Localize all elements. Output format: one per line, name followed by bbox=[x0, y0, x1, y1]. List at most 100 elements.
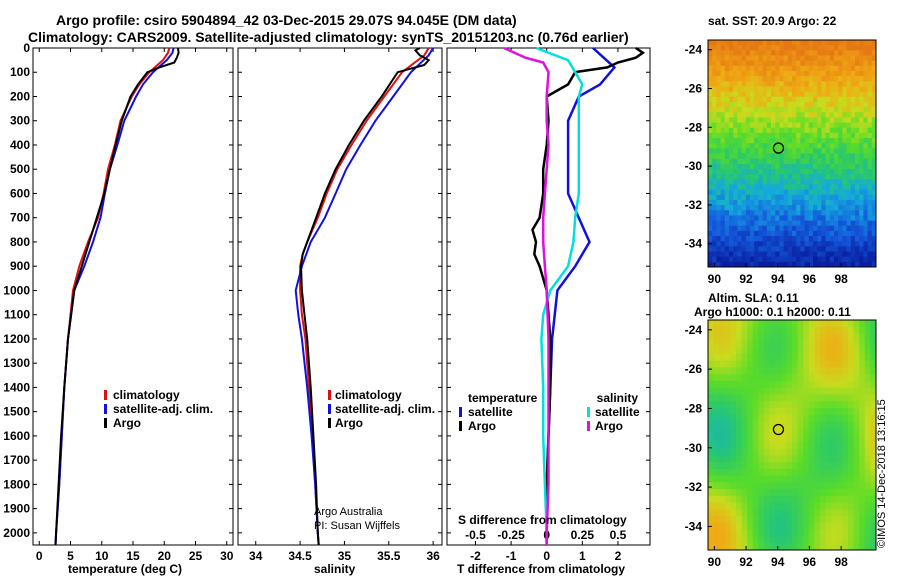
map-cell bbox=[867, 153, 873, 160]
depth-tick-label: 1600 bbox=[3, 429, 30, 443]
map-cell bbox=[808, 153, 814, 160]
map-cell bbox=[713, 374, 720, 382]
map-cell bbox=[771, 174, 776, 180]
map-cell bbox=[834, 189, 839, 196]
map-cell bbox=[754, 205, 759, 211]
map-cell bbox=[752, 401, 759, 409]
map-cell bbox=[769, 394, 776, 402]
map-cell bbox=[853, 360, 860, 368]
map-cell bbox=[846, 55, 852, 62]
map-cell bbox=[736, 387, 742, 395]
map-cell bbox=[750, 45, 755, 51]
map-cell bbox=[850, 45, 856, 51]
map-cell bbox=[864, 502, 871, 510]
map-cell bbox=[797, 347, 804, 355]
map-cell bbox=[831, 475, 838, 483]
map-cell bbox=[804, 184, 810, 191]
map-cell bbox=[836, 394, 843, 402]
map-cell bbox=[764, 455, 770, 463]
map-cell bbox=[855, 199, 860, 206]
map-cell bbox=[814, 320, 821, 328]
map-cell bbox=[720, 215, 726, 221]
map-cell bbox=[708, 40, 713, 46]
map-cell bbox=[834, 230, 839, 237]
map-cell bbox=[804, 117, 810, 123]
map-cell bbox=[783, 251, 789, 258]
map-cell bbox=[800, 96, 805, 103]
map-cell bbox=[724, 353, 731, 361]
map-cell bbox=[800, 138, 805, 144]
map-cell bbox=[741, 333, 748, 341]
map-cell bbox=[747, 360, 754, 368]
map-cell bbox=[733, 81, 738, 87]
map-cell bbox=[708, 246, 713, 252]
map-cell bbox=[817, 153, 822, 160]
map-cell bbox=[769, 516, 776, 524]
map-cell bbox=[834, 205, 839, 211]
map-cell bbox=[796, 256, 801, 263]
map-cell bbox=[775, 96, 780, 103]
map-cell bbox=[825, 60, 831, 67]
map-cell bbox=[796, 70, 801, 77]
map-cell bbox=[813, 101, 818, 108]
map-cell bbox=[729, 65, 734, 72]
map-cell bbox=[804, 60, 810, 67]
map-cell bbox=[870, 367, 877, 375]
map-cell bbox=[764, 489, 770, 497]
map-cell bbox=[814, 529, 821, 537]
map-cell bbox=[864, 380, 871, 389]
map-cell bbox=[820, 414, 826, 422]
map-cell bbox=[853, 407, 860, 416]
map-cell bbox=[758, 117, 763, 123]
map-cell bbox=[864, 536, 871, 544]
map-cell bbox=[842, 468, 849, 476]
map-cell bbox=[752, 360, 759, 368]
map-cell bbox=[804, 205, 810, 211]
map-cell bbox=[747, 468, 754, 476]
map-cell bbox=[863, 91, 868, 98]
map-cell bbox=[804, 230, 810, 237]
map-cell bbox=[848, 387, 854, 395]
map-cell bbox=[724, 189, 730, 196]
map-cell bbox=[846, 143, 852, 149]
map-cell bbox=[730, 441, 737, 449]
map-cell bbox=[708, 101, 713, 108]
map-cell bbox=[771, 246, 776, 252]
map-cell bbox=[808, 138, 814, 144]
map-cell bbox=[716, 143, 721, 149]
map-cell bbox=[825, 414, 832, 422]
map-cell bbox=[825, 205, 831, 211]
map-cell bbox=[758, 360, 765, 368]
map-cell bbox=[825, 179, 831, 185]
map-cell bbox=[766, 101, 772, 108]
map-cell bbox=[853, 320, 860, 328]
map-cell bbox=[708, 112, 713, 118]
map-cell bbox=[775, 448, 782, 456]
map-cell bbox=[855, 158, 860, 165]
map-cell bbox=[775, 360, 782, 368]
map-cell bbox=[752, 462, 759, 470]
map-cell bbox=[764, 387, 770, 395]
map-cell bbox=[747, 414, 754, 422]
depth-tick-label: 600 bbox=[10, 186, 30, 200]
map-cell bbox=[808, 117, 814, 123]
map-cell bbox=[831, 455, 838, 463]
map-cell bbox=[813, 96, 818, 103]
map-cell bbox=[853, 347, 860, 355]
map-cell bbox=[850, 230, 856, 237]
map-cell bbox=[792, 256, 797, 263]
x-tick-label: 34 bbox=[249, 549, 263, 563]
map-cell bbox=[762, 138, 768, 144]
map-cell bbox=[716, 81, 721, 87]
map-cell bbox=[752, 516, 759, 524]
map-cell bbox=[720, 236, 726, 242]
map-cell bbox=[867, 60, 873, 67]
map-cell bbox=[747, 529, 754, 537]
map-cell bbox=[733, 86, 738, 92]
map-cell bbox=[825, 189, 831, 196]
map-cell bbox=[792, 495, 798, 504]
map-cell bbox=[821, 210, 826, 216]
map-y-tick-label: -34 bbox=[685, 519, 703, 533]
map-cell bbox=[850, 189, 856, 196]
map-cell bbox=[842, 347, 849, 355]
